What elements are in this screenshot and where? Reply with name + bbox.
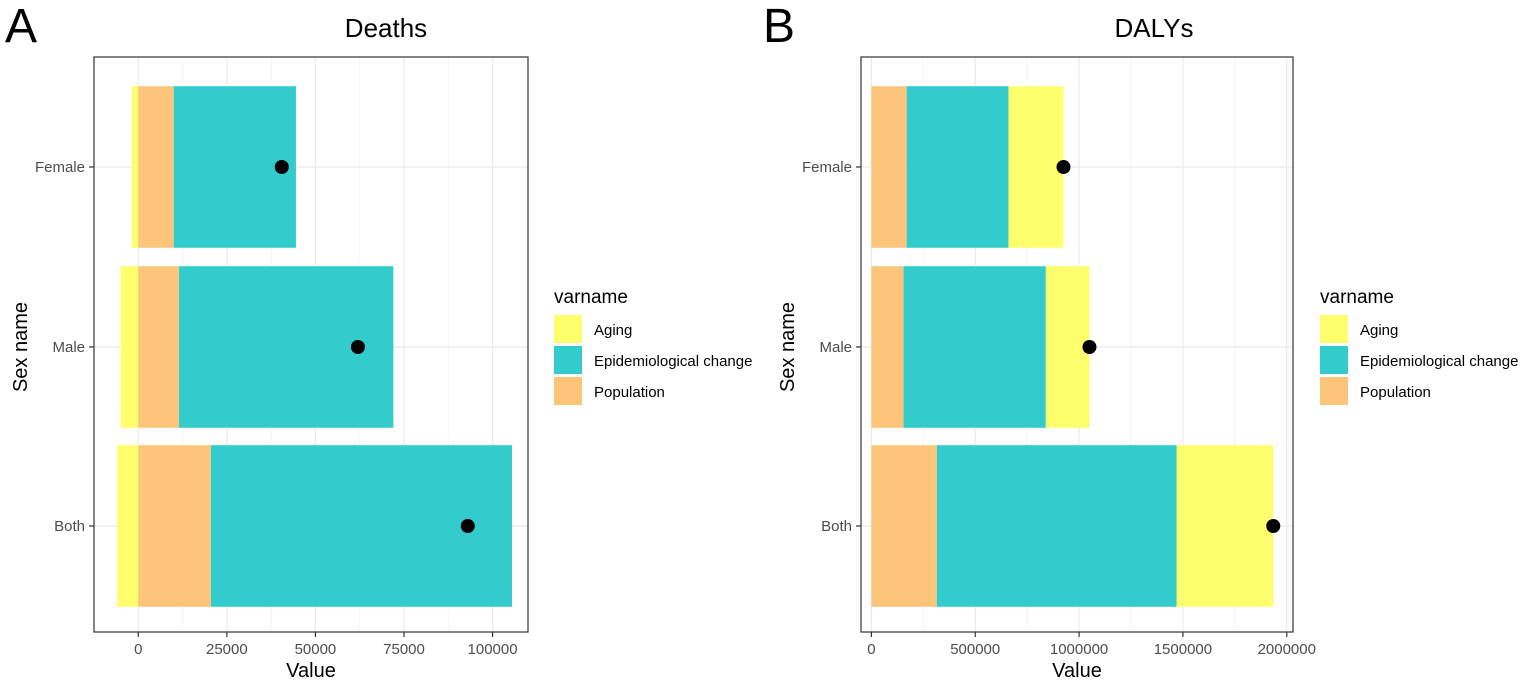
legend-label-population: Population: [1360, 384, 1431, 401]
panel-letter-a: A: [5, 0, 37, 53]
x-tick-label: 2000000: [1258, 641, 1316, 658]
x-axis-title-deaths: Value: [286, 660, 336, 682]
x-tick-label: 0: [867, 641, 875, 658]
y-axis-title-deaths: Sex name: [10, 302, 32, 392]
y-axis-title-dalys: Sex name: [777, 302, 799, 392]
bar-female-epidemiological-change: [906, 86, 1009, 248]
legend-deaths: varname Aging Epidemiological change Pop…: [554, 287, 752, 405]
bar-male-aging: [1045, 266, 1090, 428]
panel-a: A Deaths 0 25000 50000 75000 100000 Both Male F…: [5, 0, 752, 682]
panel-border-dalys: [860, 56, 1294, 633]
x-tick-label: 100000: [468, 641, 518, 658]
panel-b: B DALYs 0 500000 1000000 1500000 2000000 Both…: [763, 0, 1518, 682]
bar-male-population: [871, 266, 904, 428]
y-tick-label-male: Male: [819, 339, 852, 356]
bar-female-population: [138, 86, 174, 248]
point-overall-female: [274, 160, 289, 174]
legend-swatch-population: [554, 377, 582, 405]
legend-swatch-population: [1320, 377, 1348, 405]
bar-both-population: [138, 445, 211, 607]
legend-label-epidemiological-change: Epidemiological change: [1360, 353, 1518, 370]
point-overall-male: [350, 340, 365, 354]
legend-title: varname: [1320, 287, 1394, 308]
point-overall-female: [1056, 160, 1071, 174]
legend-swatch-aging: [554, 315, 582, 343]
bar-male-aging: [120, 266, 139, 428]
bar-female-population: [871, 86, 907, 248]
bar-both-aging: [1176, 445, 1274, 607]
plot-area-deaths: 0 25000 50000 75000 100000 Both Male Female: [35, 56, 529, 658]
bar-both-epidemiological-change: [936, 445, 1177, 607]
bar-both-population: [871, 445, 937, 607]
panel-border-deaths: [93, 56, 529, 633]
x-tick-label: 25000: [206, 641, 248, 658]
y-tick-label-male: Male: [52, 339, 85, 356]
legend-swatch-epidemiological-change: [554, 346, 582, 374]
bar-female-aging: [1008, 86, 1064, 248]
x-tick-label: 1000000: [1050, 641, 1108, 658]
bar-both-aging: [117, 445, 139, 607]
y-tick-label-both: Both: [821, 518, 852, 535]
x-tick-label: 75000: [383, 641, 425, 658]
bar-male-epidemiological-change: [903, 266, 1046, 428]
legend-label-population: Population: [594, 384, 665, 401]
x-tick-label: 0: [134, 641, 142, 658]
legend-label-epidemiological-change: Epidemiological change: [594, 353, 752, 370]
bar-male-population: [138, 266, 180, 428]
x-tick-label: 50000: [295, 641, 337, 658]
y-tick-label-female: Female: [35, 159, 85, 176]
legend-title: varname: [554, 287, 628, 308]
chart-title-dalys: DALYs: [1115, 13, 1194, 43]
point-overall-both: [1266, 519, 1281, 533]
point-overall-male: [1082, 340, 1097, 354]
legend-dalys: varname Aging Epidemiological change Pop…: [1320, 287, 1518, 405]
bar-female-aging: [131, 86, 139, 248]
y-tick-label-female: Female: [802, 159, 852, 176]
plot-area-dalys: 0 500000 1000000 1500000 2000000 Both Male Fema…: [802, 56, 1316, 658]
x-axis-title-dalys: Value: [1052, 660, 1102, 682]
y-tick-label-both: Both: [54, 518, 85, 535]
legend-label-aging: Aging: [594, 322, 632, 339]
legend-swatch-epidemiological-change: [1320, 346, 1348, 374]
panel-letter-b: B: [763, 0, 795, 53]
chart-title-deaths: Deaths: [345, 13, 427, 43]
x-tick-label: 500000: [950, 641, 1000, 658]
legend-swatch-aging: [1320, 315, 1348, 343]
x-tick-label: 1500000: [1154, 641, 1212, 658]
legend-label-aging: Aging: [1360, 322, 1398, 339]
point-overall-both: [460, 519, 475, 533]
